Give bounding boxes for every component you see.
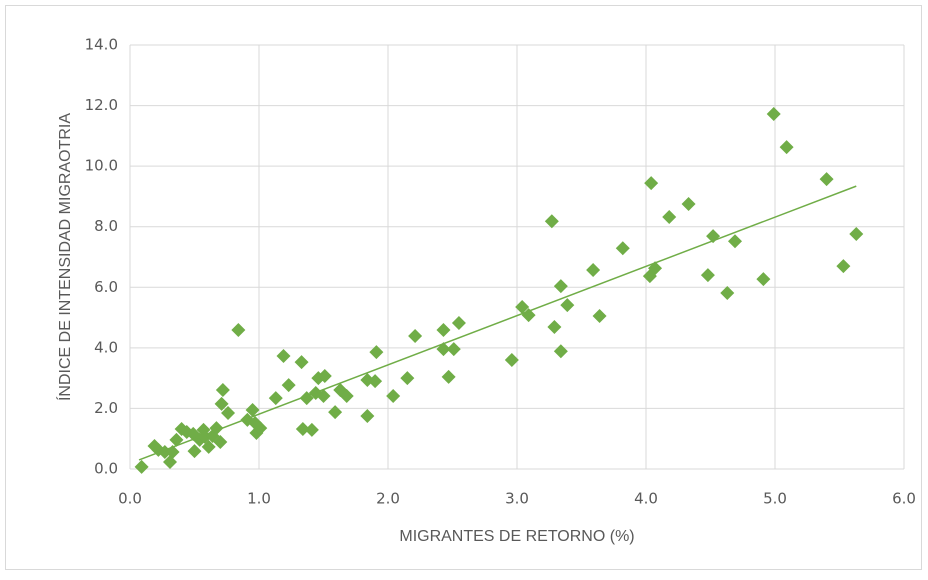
y-tick-label: 10.0 [85, 157, 118, 175]
point [681, 197, 696, 211]
point [819, 172, 834, 187]
x-axis-title: MIGRANTES DE RETORNO (%) [399, 528, 634, 545]
point [317, 369, 332, 384]
point [294, 355, 309, 370]
point [560, 298, 575, 313]
point [369, 345, 384, 360]
point [201, 439, 216, 454]
point [408, 329, 423, 344]
x-tick-label: 1.0 [247, 490, 271, 508]
point [441, 369, 456, 384]
point [162, 455, 177, 470]
point [521, 308, 536, 323]
point [253, 421, 268, 436]
x-tick-label: 3.0 [505, 490, 529, 508]
y-tick-label: 12.0 [85, 96, 118, 114]
point [728, 234, 743, 249]
point [368, 374, 383, 389]
point [553, 344, 568, 359]
point [451, 316, 466, 331]
point [720, 286, 735, 301]
point [276, 349, 291, 364]
point [360, 409, 375, 423]
point [245, 402, 260, 417]
point [446, 342, 461, 357]
point [836, 259, 851, 274]
point [553, 279, 568, 294]
point [231, 322, 246, 337]
point [386, 389, 401, 404]
y-tick-label: 8.0 [94, 217, 118, 235]
point [756, 272, 771, 287]
point [586, 263, 601, 278]
y-tick-label: 14.0 [85, 36, 118, 54]
y-tick-label: 0.0 [94, 460, 118, 478]
point [221, 405, 236, 420]
y-tick-label: 6.0 [94, 278, 118, 296]
x-tick-label: 2.0 [376, 490, 400, 508]
point [615, 241, 630, 256]
point [436, 322, 451, 337]
point [400, 371, 415, 386]
point [644, 176, 659, 191]
point [268, 391, 283, 406]
point [213, 435, 228, 450]
point [504, 352, 519, 367]
point [662, 210, 677, 225]
point [295, 422, 310, 437]
point [214, 396, 229, 411]
point [766, 107, 781, 122]
point [304, 422, 319, 437]
point [547, 319, 562, 334]
point [515, 299, 530, 314]
point [592, 309, 607, 324]
point [316, 389, 331, 404]
x-tick-label: 4.0 [634, 490, 658, 508]
point [169, 432, 184, 447]
x-tick-label: 5.0 [763, 490, 787, 508]
point [339, 389, 354, 404]
point [779, 140, 794, 155]
x-tick-label: 0.0 [118, 490, 142, 508]
point [849, 226, 864, 241]
point [187, 444, 202, 459]
point [328, 405, 343, 420]
point [700, 268, 715, 283]
y-tick-label: 4.0 [94, 338, 118, 356]
y-axis-title: ÍNDICE DE INTENSIDAD MIGRAOTRIA [55, 113, 74, 401]
point [281, 378, 296, 393]
point [544, 214, 559, 229]
y-tick-label: 2.0 [94, 399, 118, 417]
x-tick-label: 6.0 [892, 490, 916, 508]
point [134, 459, 149, 474]
trendline [138, 185, 857, 461]
point [215, 382, 230, 397]
